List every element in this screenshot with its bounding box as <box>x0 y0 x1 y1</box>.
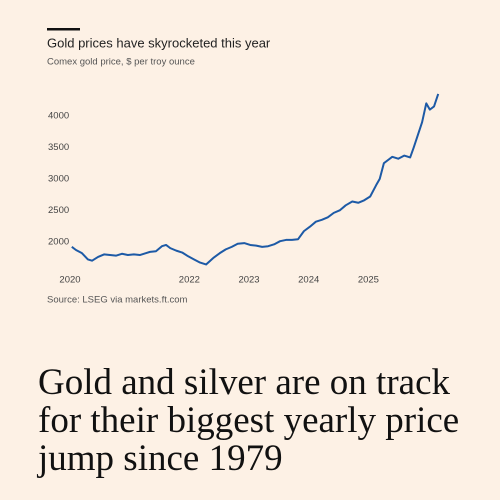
y-tick-label: 3000 <box>48 173 69 184</box>
x-tick-label: 2020 <box>59 275 80 286</box>
headline-line: Gold and silver are on track <box>38 362 450 403</box>
price-line <box>71 93 440 266</box>
y-tick-label: 3500 <box>48 142 69 153</box>
source-note: Source: LSEG via markets.ft.com <box>47 295 188 306</box>
chart-title: Gold prices have skyrocketed this year <box>47 35 271 50</box>
headline-line: jump since 1979 <box>36 438 283 479</box>
y-tick-label: 4000 <box>48 110 69 121</box>
x-tick-label: 2025 <box>358 275 379 286</box>
x-tick-label: 2023 <box>238 275 259 286</box>
title-bar <box>47 28 80 31</box>
y-tick-label: 2000 <box>48 236 69 247</box>
x-tick-label: 2022 <box>179 275 200 286</box>
chart-subtitle: Comex gold price, $ per troy ounce <box>47 57 195 68</box>
x-tick-label: 2024 <box>298 275 319 286</box>
headline-line: for their biggest yearly price <box>38 400 459 441</box>
y-tick-label: 2500 <box>48 205 69 216</box>
